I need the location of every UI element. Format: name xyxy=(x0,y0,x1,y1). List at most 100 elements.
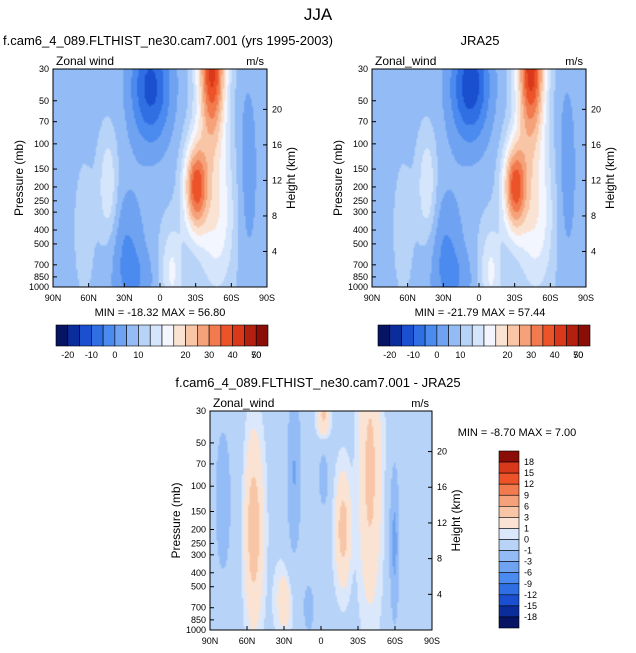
contour-field-model xyxy=(53,69,267,287)
y-tick-label: 700 xyxy=(353,260,368,270)
colorbar-swatch xyxy=(498,539,520,551)
y-tick-label: 150 xyxy=(34,164,49,174)
colorbar-swatch xyxy=(114,324,127,347)
panel-diff: f.cam6_4_089.FLTHIST_ne30.cam7.001 - JRA… xyxy=(169,375,576,646)
x-tick-label: 60N xyxy=(399,293,416,303)
contour-field-obs xyxy=(372,69,586,287)
y2-tick-label: 20 xyxy=(272,104,282,114)
colorbar-swatch xyxy=(530,324,544,347)
colorbar-swatch xyxy=(507,324,520,347)
y-tick-label: 70 xyxy=(358,117,368,127)
colorbar-swatch xyxy=(55,324,69,347)
colorbar-label: -12 xyxy=(524,590,537,600)
colorbar-swatch xyxy=(67,324,80,347)
colorbar-label: -20 xyxy=(61,350,74,360)
colorbar-swatch xyxy=(460,324,473,347)
colorbar-label: 0 xyxy=(434,350,439,360)
y-tick-label: 250 xyxy=(34,196,49,206)
x-tick-label: 0 xyxy=(157,293,162,303)
y-tick-label: 150 xyxy=(191,507,206,517)
y-tick-label: 300 xyxy=(191,550,206,560)
y2-tick-label: 12 xyxy=(437,518,447,528)
x-tick-label: 0 xyxy=(318,636,323,646)
y-tick-label: 300 xyxy=(34,207,49,217)
x-tick-label: 30S xyxy=(507,293,523,303)
x-tick-label: 60N xyxy=(80,293,97,303)
colorbar-swatch xyxy=(173,324,186,347)
colorbar-swatch xyxy=(185,324,198,347)
colorbar-label: 3 xyxy=(524,512,529,522)
y-tick-label: 70 xyxy=(39,117,49,127)
x-tick-label: 30S xyxy=(350,636,366,646)
colorbar-swatch xyxy=(498,506,520,518)
y-tick-label: 700 xyxy=(34,260,49,270)
colorbar-swatch xyxy=(448,324,461,347)
x-tick-label: 90N xyxy=(202,636,219,646)
y-tick-label: 50 xyxy=(39,96,49,106)
colorbar-label: -9 xyxy=(524,579,532,589)
colorbar-swatch xyxy=(138,324,151,347)
y-tick-label: 1000 xyxy=(348,282,368,292)
colorbar-swatch xyxy=(498,528,520,540)
colorbar-swatch xyxy=(471,324,485,347)
y-axis-label: Pressure (mb) xyxy=(331,140,345,216)
y-tick-label: 300 xyxy=(353,207,368,217)
colorbar-label: 30 xyxy=(204,350,214,360)
colorbar-swatch xyxy=(424,324,438,347)
y-tick-label: 500 xyxy=(191,582,206,592)
colorbar-label: 70 xyxy=(573,350,583,360)
y-tick-label: 500 xyxy=(34,239,49,249)
y2-tick-label: 4 xyxy=(272,246,277,256)
colorbar-label: 70 xyxy=(251,350,261,360)
colorbar-swatch xyxy=(498,550,520,562)
y-tick-label: 150 xyxy=(353,164,368,174)
y2-tick-label: 12 xyxy=(272,175,282,185)
colorbar-label: -15 xyxy=(524,601,537,611)
y2-tick-label: 8 xyxy=(437,554,442,564)
colorbar-label: 1 xyxy=(524,523,529,533)
x-tick-label: 90S xyxy=(259,293,275,303)
colorbar-swatch xyxy=(498,594,520,607)
y-tick-label: 700 xyxy=(191,603,206,613)
colorbar-label: 15 xyxy=(524,468,534,478)
units-label: m/s xyxy=(565,56,583,68)
y-tick-label: 850 xyxy=(191,615,206,625)
colorbar-label: -10 xyxy=(85,350,98,360)
colorbar-label: 0 xyxy=(524,535,529,545)
colorbar-swatch xyxy=(161,324,175,347)
colorbar-swatch xyxy=(542,324,555,347)
colorbar-label: -20 xyxy=(383,350,396,360)
y-tick-label: 100 xyxy=(34,139,49,149)
y2-tick-label: 4 xyxy=(591,246,596,256)
y-tick-label: 30 xyxy=(196,406,206,416)
colorbar-label: -18 xyxy=(524,612,537,622)
colorbar-label: 10 xyxy=(455,350,465,360)
x-tick-label: 90N xyxy=(45,293,62,303)
colorbar-swatch xyxy=(498,572,520,585)
y-tick-label: 30 xyxy=(39,64,49,74)
y-axis-label: Pressure (mb) xyxy=(12,140,26,216)
y2-tick-label: 16 xyxy=(272,140,282,150)
y2-axis-label: Height (km) xyxy=(284,147,298,209)
colorbar-label: -3 xyxy=(524,557,532,567)
x-tick-label: 0 xyxy=(476,293,481,303)
colorbar-swatch xyxy=(566,324,579,347)
colorbar-label: 40 xyxy=(228,350,238,360)
x-tick-label: 90N xyxy=(364,293,381,303)
panel-title: f.cam6_4_089.FLTHIST_ne30.cam7.001 (yrs … xyxy=(3,33,333,48)
colorbar-label: -10 xyxy=(407,350,420,360)
y2-tick-label: 12 xyxy=(591,175,601,185)
colorbar-swatch xyxy=(483,324,497,347)
colorbar-label: 20 xyxy=(503,350,513,360)
x-tick-label: 90S xyxy=(424,636,440,646)
x-tick-label: 30N xyxy=(276,636,293,646)
colorbar-swatch xyxy=(498,605,520,618)
panel-title: f.cam6_4_089.FLTHIST_ne30.cam7.001 - JRA… xyxy=(175,375,460,390)
colorbar-swatch xyxy=(577,324,591,347)
colorbar-swatch xyxy=(498,616,520,629)
figure-title: JJA xyxy=(304,5,333,24)
y-tick-label: 850 xyxy=(34,272,49,282)
